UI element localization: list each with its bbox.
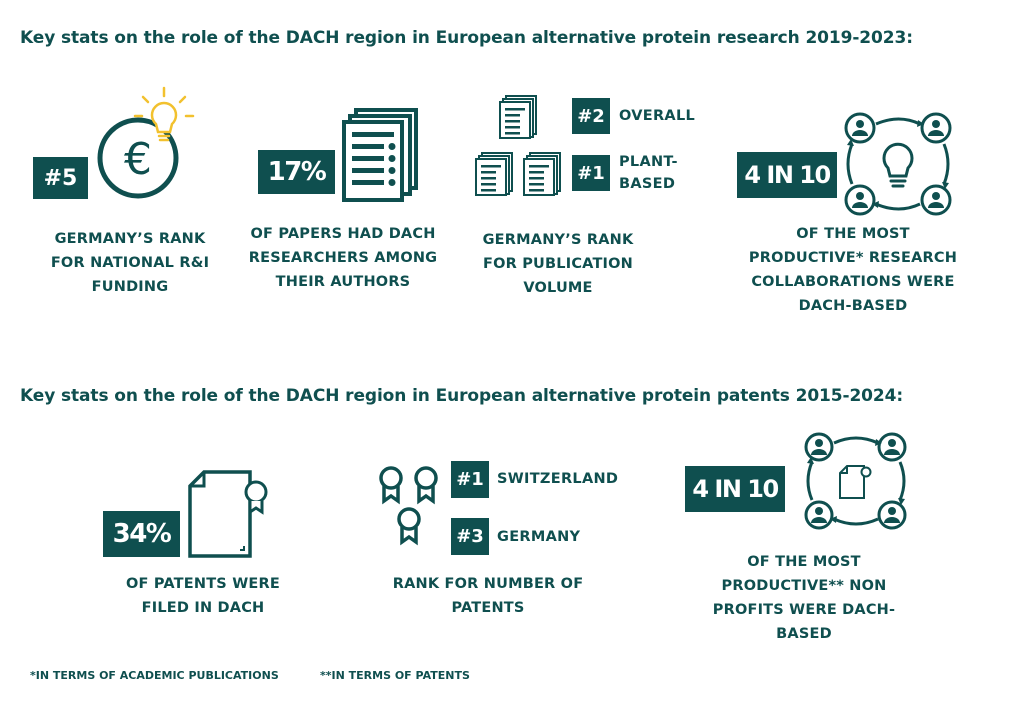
document-stack-icon (342, 108, 418, 202)
overall-label: OVERALL (619, 108, 696, 124)
papers-small-icon (523, 152, 561, 196)
patent-document-icon (188, 470, 268, 558)
plant-based-rank-badge: #1 (572, 155, 610, 191)
svg-text:€: € (124, 134, 152, 185)
collaboration-network-patent-icon (804, 432, 907, 530)
papers-caption: OF PAPERS HAD DACH RESEARCHERS AMONG THE… (248, 226, 438, 290)
filed-percent-badge: 34% (103, 511, 180, 557)
papers-small-icon (475, 152, 513, 196)
collaboration-network-lightbulb-icon (844, 112, 952, 216)
germany-rank-badge: #3 (451, 518, 489, 555)
rank-caption: RANK FOR NUMBER OF PATENTS (392, 576, 584, 616)
plant-based-label: PLANT- BASED (619, 154, 678, 192)
overall-rank-badge: #2 (572, 98, 610, 134)
germany-label: GERMANY (497, 529, 581, 545)
nonprofits-badge: 4 IN 10 (685, 466, 785, 512)
collaborations-badge: 4 IN 10 (737, 152, 837, 198)
nonprofits-caption: OF THE MOST PRODUCTIVE** NON PROFITS WER… (712, 554, 896, 642)
euro-coin-lightbulb-icon: € (97, 86, 195, 199)
filed-caption: OF PATENTS WERE FILED IN DACH (126, 576, 280, 616)
papers-percent-badge: 17% (258, 150, 335, 194)
award-medal-icon (414, 466, 438, 505)
research-heading: Key stats on the role of the DACH region… (20, 28, 913, 48)
award-medal-icon (397, 507, 421, 546)
funding-rank-badge: #5 (33, 157, 88, 199)
papers-small-icon (499, 95, 537, 139)
collaborations-caption: OF THE MOST PRODUCTIVE* RESEARCH COLLABO… (748, 226, 958, 314)
footnote-publications: *IN TERMS OF ACADEMIC PUBLICATIONS (30, 669, 279, 682)
switzerland-label: SWITZERLAND (497, 471, 619, 487)
footnote-patents: **IN TERMS OF PATENTS (320, 669, 470, 682)
publication-caption: GERMANY’S RANK FOR PUBLICATION VOLUME (482, 232, 634, 296)
funding-caption: GERMANY’S RANK FOR NATIONAL R&I FUNDING (50, 231, 210, 295)
switzerland-rank-badge: #1 (451, 461, 489, 498)
award-medal-icon (379, 466, 403, 505)
patents-heading: Key stats on the role of the DACH region… (20, 386, 904, 406)
